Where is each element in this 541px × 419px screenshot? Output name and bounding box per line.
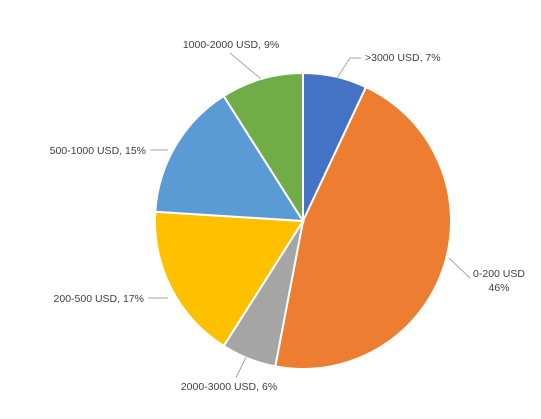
leader-line-1000-2000 <box>229 52 262 80</box>
pie-slice-0-200 <box>274 85 452 370</box>
data-label-2000-3000: 2000-3000 USD, 6% <box>181 381 277 393</box>
data-labels: >3000 USD, 7% 1000-2000 USD, 9% 500-1000… <box>50 39 526 393</box>
leader-lines <box>148 52 471 379</box>
leader-line-0-200 <box>448 257 471 279</box>
pie-slice-200-500 <box>153 210 305 348</box>
data-label-500-1000: 500-1000 USD, 15% <box>50 145 146 157</box>
data-label-0-200-percent: 46% <box>488 282 509 294</box>
pie-slice-1000-2000 <box>222 71 304 225</box>
data-label-200-500: 200-500 USD, 17% <box>54 293 144 305</box>
leader-line-2000-3000 <box>235 356 247 379</box>
data-label-over-3000: >3000 USD, 7% <box>365 52 441 64</box>
data-label-0-200-category: 0-200 USD <box>473 268 525 280</box>
pie-slice-500-1000 <box>154 94 305 223</box>
data-label-1000-2000: 1000-2000 USD, 9% <box>183 39 279 51</box>
pie-slices <box>153 71 452 370</box>
leader-line-over-3000 <box>336 57 361 79</box>
